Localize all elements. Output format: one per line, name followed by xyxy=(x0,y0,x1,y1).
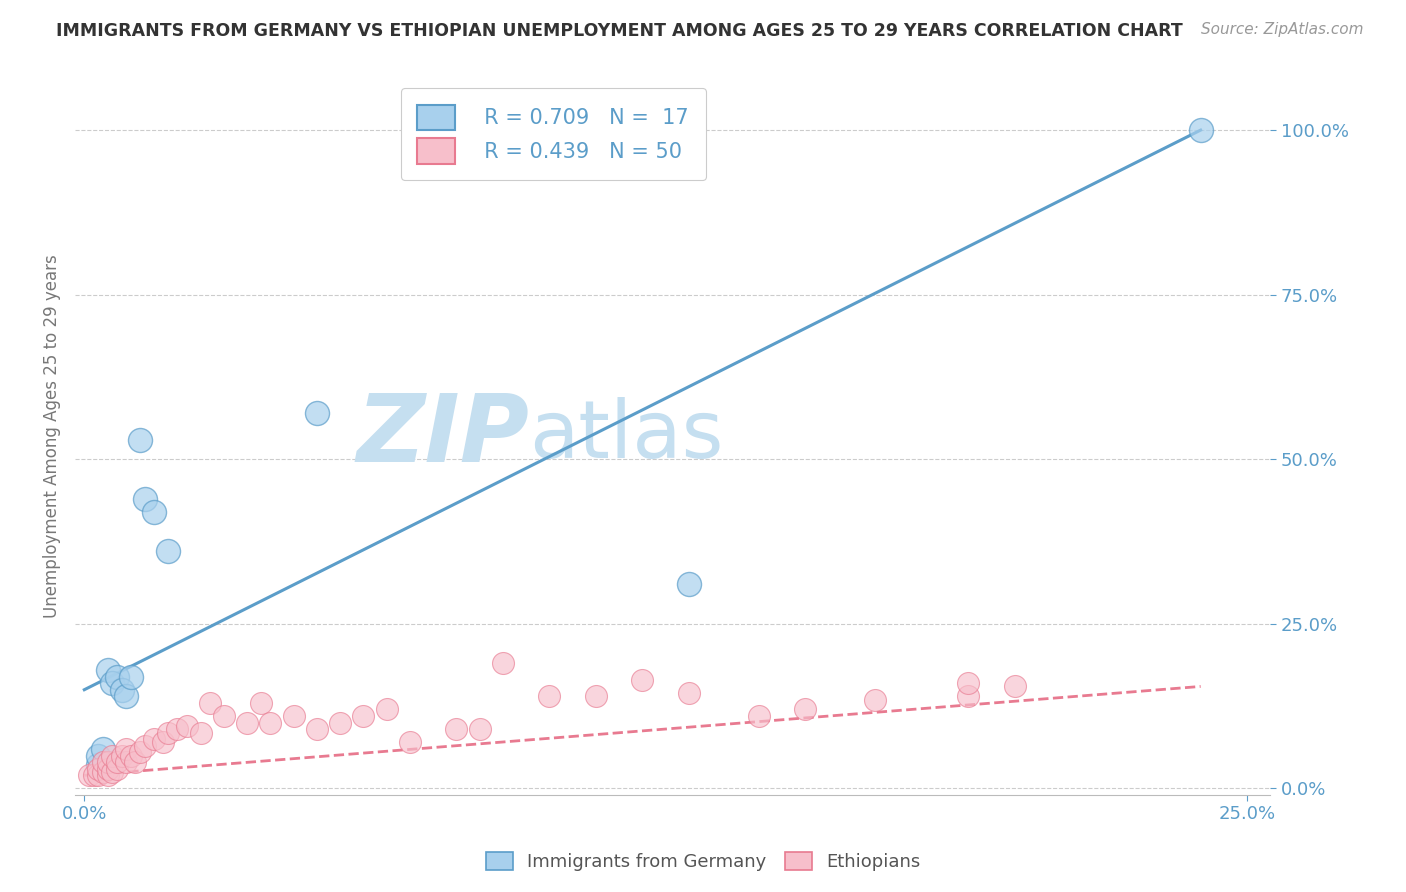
Point xyxy=(91,764,114,779)
Point xyxy=(110,682,132,697)
Point xyxy=(120,669,142,683)
Point xyxy=(166,723,188,737)
Point xyxy=(115,742,138,756)
Point xyxy=(105,669,128,683)
Point xyxy=(446,723,468,737)
Point xyxy=(863,692,886,706)
Point xyxy=(329,715,352,730)
Point xyxy=(134,491,156,506)
Point xyxy=(124,755,146,769)
Text: Source: ZipAtlas.com: Source: ZipAtlas.com xyxy=(1201,22,1364,37)
Point xyxy=(97,762,120,776)
Point xyxy=(748,709,770,723)
Point xyxy=(120,748,142,763)
Point xyxy=(115,690,138,704)
Point xyxy=(91,742,114,756)
Point xyxy=(157,544,180,558)
Point xyxy=(97,755,120,769)
Point xyxy=(91,755,114,769)
Point xyxy=(305,723,328,737)
Point xyxy=(143,505,166,519)
Point xyxy=(212,709,235,723)
Point xyxy=(1189,123,1212,137)
Point xyxy=(129,745,152,759)
Point xyxy=(585,690,607,704)
Point xyxy=(87,758,110,772)
Point xyxy=(283,709,305,723)
Point xyxy=(105,755,128,769)
Point xyxy=(152,735,174,749)
Point xyxy=(678,577,700,591)
Text: ZIP: ZIP xyxy=(356,391,529,483)
Point xyxy=(399,735,422,749)
Point xyxy=(305,406,328,420)
Point xyxy=(957,676,980,690)
Point xyxy=(77,768,100,782)
Point xyxy=(1004,680,1026,694)
Point xyxy=(105,762,128,776)
Y-axis label: Unemployment Among Ages 25 to 29 years: Unemployment Among Ages 25 to 29 years xyxy=(44,254,60,618)
Point xyxy=(134,739,156,753)
Point xyxy=(101,764,124,779)
Point xyxy=(87,762,110,776)
Point xyxy=(236,715,259,730)
Point xyxy=(678,686,700,700)
Legend:   R = 0.709   N =  17,   R = 0.439   N = 50: R = 0.709 N = 17, R = 0.439 N = 50 xyxy=(401,87,706,180)
Point xyxy=(468,723,491,737)
Point xyxy=(190,725,212,739)
Point xyxy=(97,663,120,677)
Point xyxy=(129,433,152,447)
Point xyxy=(110,748,132,763)
Point xyxy=(198,696,221,710)
Point xyxy=(492,123,515,137)
Text: atlas: atlas xyxy=(529,397,724,475)
Point xyxy=(250,696,273,710)
Text: IMMIGRANTS FROM GERMANY VS ETHIOPIAN UNEMPLOYMENT AMONG AGES 25 TO 29 YEARS CORR: IMMIGRANTS FROM GERMANY VS ETHIOPIAN UNE… xyxy=(56,22,1182,40)
Point xyxy=(352,709,374,723)
Point xyxy=(259,715,281,730)
Point xyxy=(115,755,138,769)
Point xyxy=(631,673,654,687)
Point xyxy=(101,676,124,690)
Point xyxy=(101,748,124,763)
Legend: Immigrants from Germany, Ethiopians: Immigrants from Germany, Ethiopians xyxy=(478,845,928,879)
Point xyxy=(157,725,180,739)
Point xyxy=(176,719,198,733)
Point xyxy=(83,768,105,782)
Point xyxy=(375,702,398,716)
Point xyxy=(492,657,515,671)
Point xyxy=(957,690,980,704)
Point xyxy=(794,702,817,716)
Point xyxy=(97,768,120,782)
Point xyxy=(87,748,110,763)
Point xyxy=(143,732,166,747)
Point xyxy=(538,690,561,704)
Point xyxy=(87,768,110,782)
